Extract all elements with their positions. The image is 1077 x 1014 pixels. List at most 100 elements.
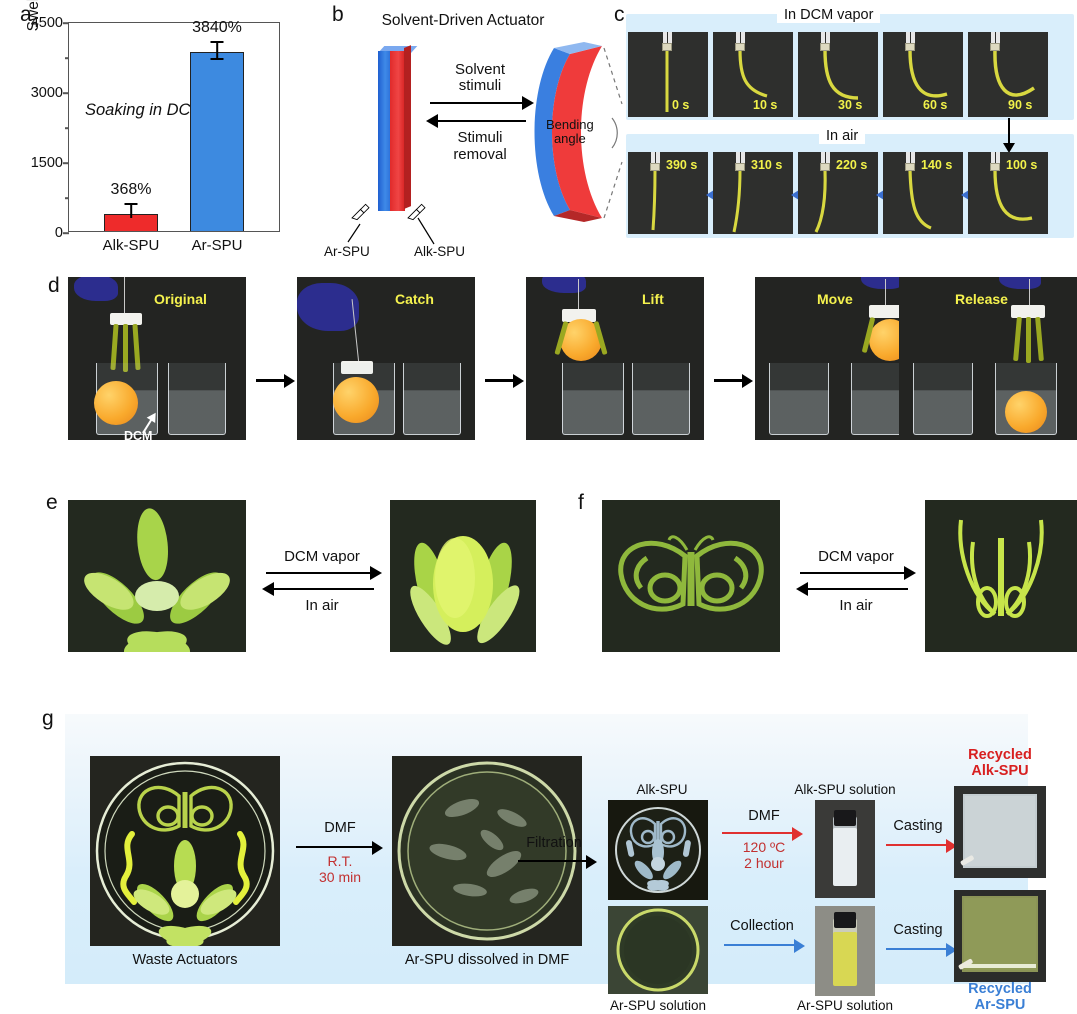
beaker-right [168,363,226,435]
arrow-filtration [518,853,597,871]
error-cap-top-alk-spu [124,203,138,205]
gripper-arm [1026,317,1031,363]
strip-shape-100s [993,169,1033,221]
caption-alk-spu-top: Alk-SPU [636,782,688,797]
y-tick-label-1500: 1500 [30,155,63,171]
reverse-arrow-shaft [430,120,526,123]
time-label-air-4: 100 s [1006,158,1038,172]
clamp-icon [735,152,747,171]
forward-arrow-head-e [370,566,382,580]
frame-lift: Lift [526,277,704,440]
frame-air-310s: 310 s [713,152,793,234]
time-label-dcm-4: 90 s [1008,98,1033,112]
step-arrow-2 [485,374,524,387]
frame-dcm-0s: 0 s [628,32,708,117]
panel-a-swelling-chart: a Swelling Ratio (%) 0 1500 3000 4500 So… [0,0,330,255]
clamp-icon [662,32,674,51]
gripper-cap [1011,305,1045,318]
caption-waste-actuators: Waste Actuators [132,952,238,968]
clamp-icon [990,32,1002,51]
x-tick-label-alk-spu: Alk-SPU [102,237,160,254]
time-label-dcm-3: 60 s [923,98,948,112]
photo-flower-open [68,500,246,652]
step-caption-move: Move [817,291,853,307]
bilayer-strip-flat [378,45,418,216]
gripper-cap [562,309,596,322]
error-bar-ar-spu [216,43,218,59]
gripper-cap [869,305,903,318]
error-cap-top-ar-spu [210,41,224,43]
clamp-icon [905,152,917,171]
time-label-air-0: 390 s [666,158,698,172]
panel-d-gripper-sequence: d Original DCM Catch [0,255,1077,455]
reverse-arrow-f [796,581,916,597]
waste-strip-right [233,831,250,905]
arrow-dissolve [296,839,383,857]
arrow-sub-dmf-1: R.T. 30 min [319,853,361,885]
reverse-arrow-shaft-f [800,588,908,590]
panel-letter-c: c [614,3,625,26]
frame-air-220s: 220 s [798,152,878,234]
bar-chart-plot-area: Swelling Ratio (%) 0 1500 3000 4500 Soak… [25,0,280,254]
caption-ar-spu-solution-dish: Ar-SPU solution [609,998,707,1013]
bar-ar-spu[interactable] [190,52,244,231]
step-caption-release: Release [955,291,1008,307]
forward-arrow-e [262,565,382,581]
alk-vial-svg [815,800,875,898]
y-tick-mark-1500 [63,162,69,164]
arrow-label-dmf-1: DMF [324,820,356,836]
label-in-air-e: In air [305,597,339,614]
forward-arrow-shaft-f [800,572,908,574]
arrow-dmf-heat [722,825,803,843]
recycled-ar-svg [954,890,1046,982]
clamp-icon [735,32,747,51]
beaker-right [632,363,690,435]
time-label-dcm-1: 10 s [753,98,778,112]
suspension-wire [578,279,580,311]
strip-shape-10s [738,49,768,98]
y-tick-mark-minor-750 [65,197,69,199]
frame-dcm-10s: 10 s [713,32,793,117]
ar-vial-svg [815,906,875,996]
label-in-air-f: In air [839,597,873,614]
arrow-label-collection: Collection [730,918,794,934]
arrow-label-dmf-2: DMF [748,808,780,824]
label-dcm-vapor-f: DCM vapor [818,548,894,565]
label-recycled-ar-spu: Recycled Ar-SPU [968,981,1032,1014]
time-label-air-2: 220 s [836,158,868,172]
band-title-dcm-vapor: In DCM vapor [777,7,881,23]
clamp-icon [905,32,917,51]
reverse-arrow [426,112,534,130]
clamp-icon [650,152,662,171]
frame-air-140s: 140 s [883,152,963,234]
frame-release: Release [899,277,1077,440]
chart-annotation: Soaking in DCM [85,101,205,119]
forward-arrow-head [522,96,534,111]
strip-shape-60s [908,49,948,98]
time-label-air-1: 310 s [751,158,783,172]
panel-e-flower-actuator: e DCM vapor [0,478,540,658]
panel-b-title: Solvent-Driven Actuator [381,12,545,29]
strip-shape-390s [651,169,657,231]
panel-f-butterfly-actuator: f DCM vapor [540,478,1077,658]
bending-angle-line2: angle [553,131,586,147]
bending-angle-line1: Bending [546,117,594,132]
bend-guide-top [603,47,623,105]
butterfly-flat-svg [618,535,764,612]
glove-icon [861,277,903,289]
photo-recycled-alk-film [954,786,1046,878]
ef-arrow-group-e: DCM vapor In air [262,548,382,614]
panel-letter-b: b [332,3,344,26]
reverse-arrow-shaft-e [266,588,374,590]
beaker-left [769,363,829,435]
panel-letter-g: g [42,707,54,730]
photo-recycled-ar-film [954,890,1046,982]
bend-angle-arc [611,117,618,149]
photo-alk-spu-dish [608,800,708,900]
frame-dcm-30s: 30 s [798,32,878,117]
strip-shape-30s [823,49,859,100]
band-title-in-air: In air [819,128,866,144]
panel-letter-e: e [46,491,58,514]
leader-ar [347,223,361,243]
beaker-left [562,363,624,435]
